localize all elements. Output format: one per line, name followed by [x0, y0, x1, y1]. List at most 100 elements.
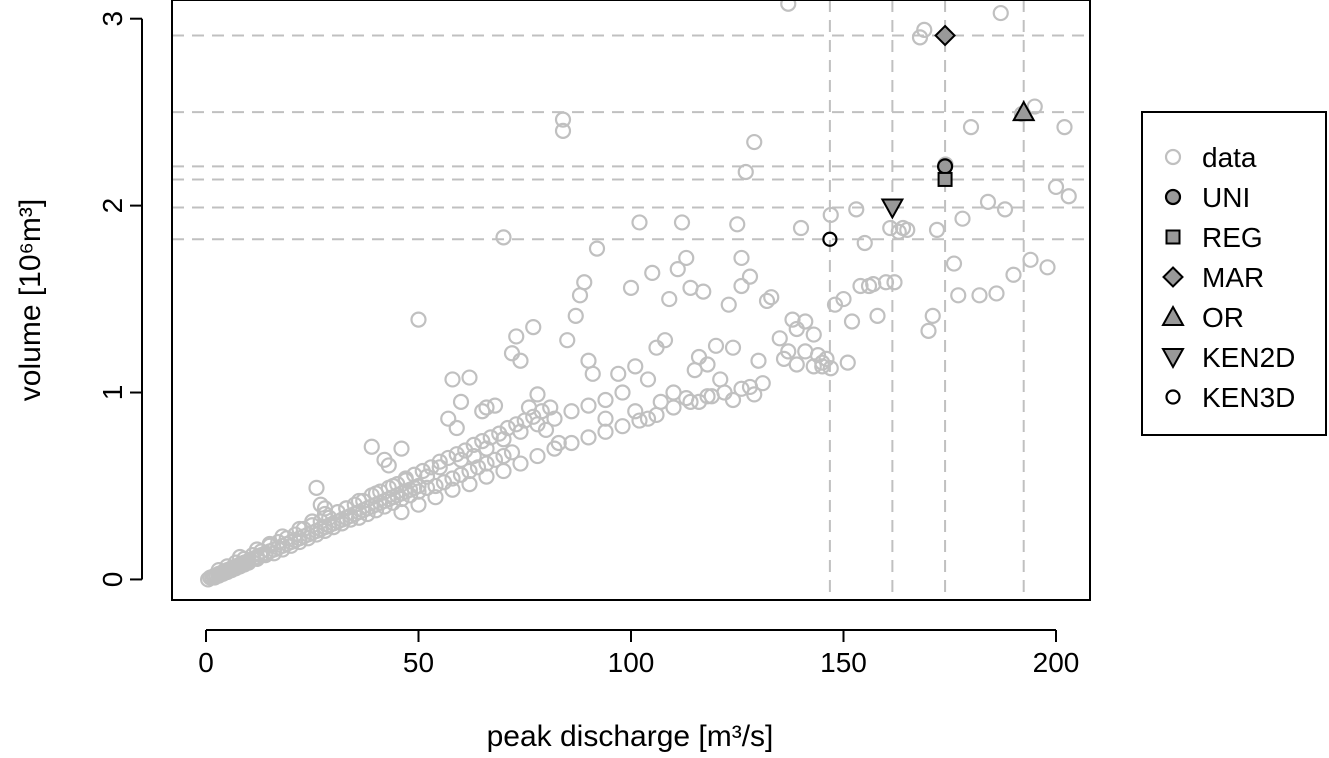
data-point — [797, 343, 814, 360]
data-point — [219, 558, 236, 575]
data-point — [486, 397, 504, 414]
data-point — [427, 477, 444, 495]
data-point — [576, 274, 593, 291]
data-point — [780, 0, 797, 12]
data-point — [580, 352, 597, 369]
data-point — [423, 459, 440, 476]
data-point — [465, 447, 482, 465]
data-point — [899, 221, 916, 239]
data-point — [308, 479, 325, 496]
data-point — [920, 322, 937, 339]
data-point — [478, 440, 495, 457]
data-point — [690, 393, 708, 410]
data-point — [291, 520, 308, 538]
data-point — [771, 330, 788, 347]
data-point — [627, 358, 644, 375]
data-point — [495, 229, 512, 246]
data-point — [780, 343, 797, 360]
data-point — [512, 423, 529, 440]
data-point — [826, 296, 844, 313]
data-point — [597, 391, 614, 409]
x-tick-label: 100 — [608, 647, 655, 678]
data-point — [758, 292, 776, 310]
data-point — [512, 455, 529, 472]
data-point — [877, 274, 895, 291]
data-point — [546, 410, 563, 427]
data-point — [529, 386, 546, 403]
data-point — [729, 216, 746, 233]
data-point — [665, 399, 682, 416]
data-point — [882, 219, 899, 237]
data-point — [699, 388, 716, 405]
marker-uni — [936, 158, 954, 175]
y-tick-label: 3 — [97, 11, 128, 27]
data-point — [316, 500, 334, 517]
data-point — [321, 509, 338, 526]
legend-items: data UNI REG MAR OR KEN2D KEN3D — [1161, 142, 1295, 413]
data-point — [741, 268, 759, 285]
data-point — [886, 274, 903, 291]
y-tick-label: 1 — [97, 385, 128, 401]
data-point — [996, 201, 1014, 218]
data-point — [945, 255, 963, 272]
marker-ken2d — [880, 198, 905, 220]
legend-marker-mar — [1162, 266, 1184, 288]
x-tick-label: 200 — [1033, 647, 1080, 678]
data-point — [979, 193, 997, 210]
data-point — [631, 412, 648, 429]
data-point — [614, 384, 631, 401]
data-point — [554, 122, 572, 139]
data-point — [856, 234, 873, 252]
legend-marker-reg — [1165, 229, 1181, 245]
data-point — [848, 201, 865, 218]
data-point — [805, 326, 822, 343]
data-point — [274, 528, 291, 545]
data-point — [992, 4, 1009, 22]
data-point — [610, 365, 627, 382]
data-point — [580, 397, 597, 414]
legend-marker-ken2d — [1161, 348, 1185, 370]
data-point — [410, 311, 427, 328]
data-point — [350, 492, 368, 510]
data-point — [503, 444, 521, 461]
data-point — [648, 406, 665, 424]
data-point — [1039, 259, 1056, 276]
legend-label: OR — [1202, 302, 1244, 333]
data-point — [210, 561, 227, 579]
data-point — [916, 21, 933, 39]
data-point — [529, 416, 546, 433]
data-point — [678, 249, 695, 267]
y-axis: 0 1 2 3 — [97, 11, 143, 587]
data-point — [427, 489, 444, 506]
data-point — [529, 447, 546, 465]
data-point — [712, 371, 729, 388]
data-point — [431, 459, 448, 476]
data-point — [452, 466, 470, 483]
data-point — [567, 307, 584, 324]
data-point — [440, 410, 457, 427]
data-point — [393, 504, 410, 521]
data-point — [355, 492, 372, 510]
data-point — [261, 535, 278, 553]
legend-label: REG — [1202, 222, 1263, 253]
data-point — [316, 505, 334, 523]
data-point — [669, 261, 686, 278]
data-point — [512, 352, 529, 369]
data-point — [631, 214, 648, 231]
data-point — [550, 434, 567, 452]
data-point — [508, 328, 525, 345]
data-point — [988, 285, 1005, 302]
legend-box — [1141, 111, 1327, 436]
data-point — [724, 391, 742, 409]
data-point — [435, 474, 453, 491]
data-point — [1047, 178, 1065, 196]
data-point — [418, 479, 436, 496]
marker-ken3d — [822, 231, 838, 247]
data-point — [1056, 119, 1073, 136]
data-point — [418, 468, 436, 485]
data-point — [563, 403, 580, 420]
legend: data UNI REG MAR OR KEN2D KEN3D — [1141, 111, 1327, 436]
data-point — [707, 337, 725, 354]
data-point — [818, 350, 835, 367]
